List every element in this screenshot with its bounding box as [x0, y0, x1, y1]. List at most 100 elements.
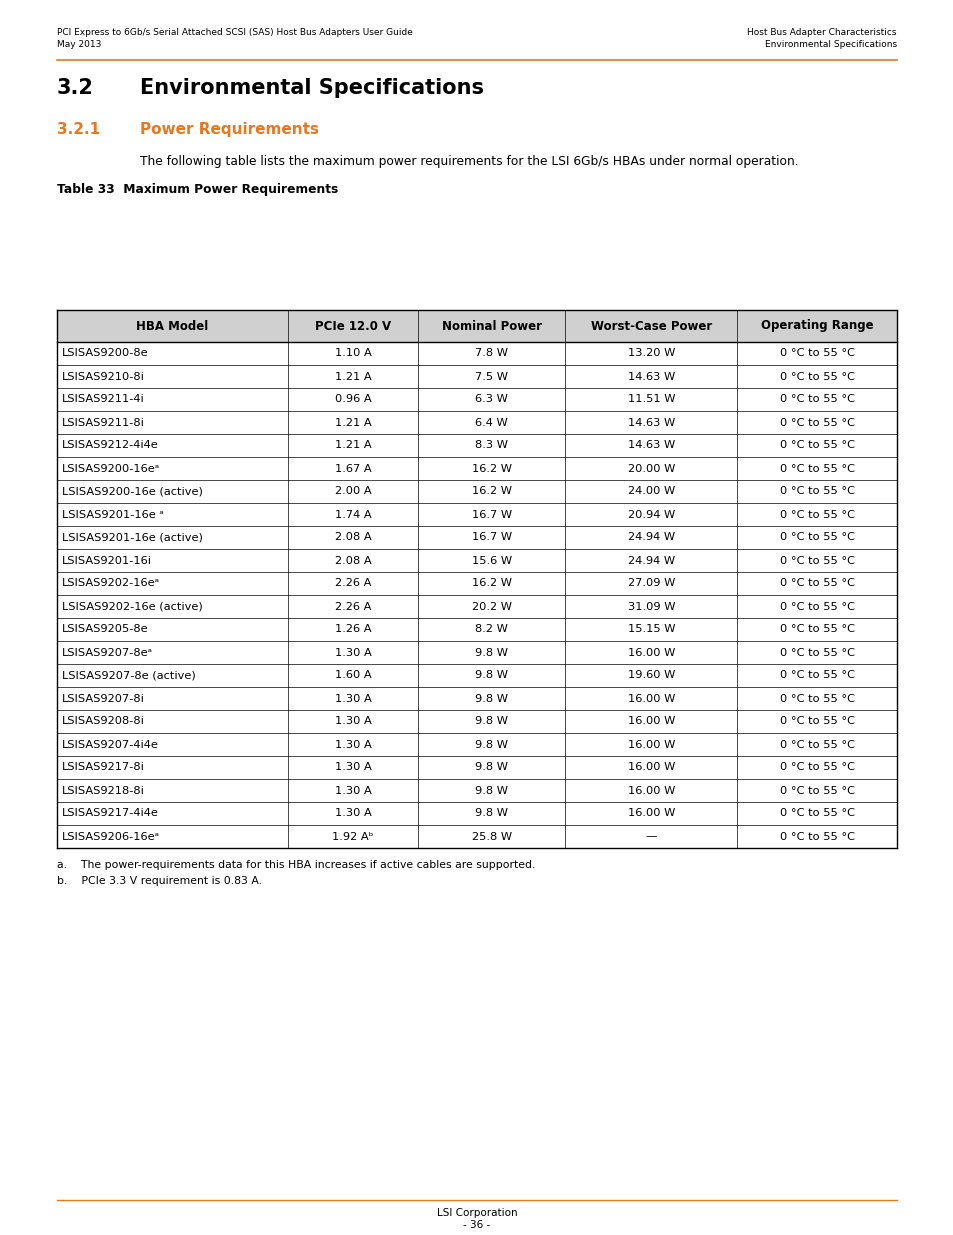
- Text: 0 °C to 55 °C: 0 °C to 55 °C: [779, 372, 854, 382]
- Text: 8.3 W: 8.3 W: [475, 441, 508, 451]
- Text: 2.26 A: 2.26 A: [335, 601, 371, 611]
- Text: 16.2 W: 16.2 W: [471, 487, 511, 496]
- Text: 2.00 A: 2.00 A: [335, 487, 371, 496]
- Text: 9.8 W: 9.8 W: [475, 785, 508, 795]
- Text: 0 °C to 55 °C: 0 °C to 55 °C: [779, 348, 854, 358]
- Text: 1.30 A: 1.30 A: [335, 694, 371, 704]
- Text: 1.60 A: 1.60 A: [335, 671, 371, 680]
- Text: 9.8 W: 9.8 W: [475, 716, 508, 726]
- Text: 0 °C to 55 °C: 0 °C to 55 °C: [779, 671, 854, 680]
- Text: 0 °C to 55 °C: 0 °C to 55 °C: [779, 487, 854, 496]
- Text: 24.00 W: 24.00 W: [627, 487, 674, 496]
- Text: LSISAS9207-8eᵃ: LSISAS9207-8eᵃ: [62, 647, 152, 657]
- Text: LSISAS9205-8e: LSISAS9205-8e: [62, 625, 149, 635]
- Text: 6.4 W: 6.4 W: [475, 417, 508, 427]
- Text: —: —: [645, 831, 657, 841]
- Text: 16.2 W: 16.2 W: [471, 578, 511, 589]
- Text: 3.2: 3.2: [57, 78, 93, 98]
- Text: LSISAS9201-16i: LSISAS9201-16i: [62, 556, 152, 566]
- Text: 16.00 W: 16.00 W: [627, 809, 675, 819]
- Text: The following table lists the maximum power requirements for the LSI 6Gb/s HBAs : The following table lists the maximum po…: [140, 156, 798, 168]
- Text: 1.67 A: 1.67 A: [335, 463, 371, 473]
- Text: 0 °C to 55 °C: 0 °C to 55 °C: [779, 578, 854, 589]
- Text: 1.30 A: 1.30 A: [335, 809, 371, 819]
- Text: 0 °C to 55 °C: 0 °C to 55 °C: [779, 762, 854, 773]
- Text: Environmental Specifications: Environmental Specifications: [764, 40, 896, 49]
- Text: 16.00 W: 16.00 W: [627, 647, 675, 657]
- Text: 15.15 W: 15.15 W: [627, 625, 675, 635]
- Text: 0 °C to 55 °C: 0 °C to 55 °C: [779, 463, 854, 473]
- Text: 7.5 W: 7.5 W: [475, 372, 508, 382]
- Text: 0 °C to 55 °C: 0 °C to 55 °C: [779, 625, 854, 635]
- Text: b.    PCIe 3.3 V requirement is 0.83 A.: b. PCIe 3.3 V requirement is 0.83 A.: [57, 876, 262, 885]
- Text: LSISAS9200-16e (active): LSISAS9200-16e (active): [62, 487, 203, 496]
- Text: 0 °C to 55 °C: 0 °C to 55 °C: [779, 601, 854, 611]
- Text: 9.8 W: 9.8 W: [475, 671, 508, 680]
- Text: 1.30 A: 1.30 A: [335, 716, 371, 726]
- Text: HBA Model: HBA Model: [136, 320, 209, 332]
- Text: LSI Corporation: LSI Corporation: [436, 1208, 517, 1218]
- Text: 20.94 W: 20.94 W: [627, 510, 674, 520]
- Text: 0 °C to 55 °C: 0 °C to 55 °C: [779, 740, 854, 750]
- Text: 31.09 W: 31.09 W: [627, 601, 675, 611]
- Text: a.    The power-requirements data for this HBA increases if active cables are su: a. The power-requirements data for this …: [57, 860, 535, 869]
- Text: 0 °C to 55 °C: 0 °C to 55 °C: [779, 647, 854, 657]
- Text: LSISAS9202-16eᵃ: LSISAS9202-16eᵃ: [62, 578, 160, 589]
- Text: 25.8 W: 25.8 W: [471, 831, 511, 841]
- Text: 1.21 A: 1.21 A: [335, 372, 371, 382]
- Text: 24.94 W: 24.94 W: [627, 532, 674, 542]
- Text: 0 °C to 55 °C: 0 °C to 55 °C: [779, 532, 854, 542]
- Text: LSISAS9211-8i: LSISAS9211-8i: [62, 417, 145, 427]
- Text: 1.30 A: 1.30 A: [335, 740, 371, 750]
- Text: 9.8 W: 9.8 W: [475, 762, 508, 773]
- Text: 0 °C to 55 °C: 0 °C to 55 °C: [779, 809, 854, 819]
- Text: LSISAS9206-16eᵃ: LSISAS9206-16eᵃ: [62, 831, 160, 841]
- Text: 1.21 A: 1.21 A: [335, 441, 371, 451]
- Text: 2.08 A: 2.08 A: [335, 556, 371, 566]
- Text: 0 °C to 55 °C: 0 °C to 55 °C: [779, 556, 854, 566]
- Text: 20.00 W: 20.00 W: [627, 463, 675, 473]
- Text: 16.7 W: 16.7 W: [471, 510, 511, 520]
- Text: 16.7 W: 16.7 W: [471, 532, 511, 542]
- Text: LSISAS9208-8i: LSISAS9208-8i: [62, 716, 145, 726]
- Text: 0 °C to 55 °C: 0 °C to 55 °C: [779, 694, 854, 704]
- Text: 8.2 W: 8.2 W: [475, 625, 508, 635]
- Text: 0 °C to 55 °C: 0 °C to 55 °C: [779, 716, 854, 726]
- Text: Operating Range: Operating Range: [760, 320, 873, 332]
- Text: LSISAS9217-4i4e: LSISAS9217-4i4e: [62, 809, 159, 819]
- Text: 16.00 W: 16.00 W: [627, 740, 675, 750]
- Text: PCI Express to 6Gb/s Serial Attached SCSI (SAS) Host Bus Adapters User Guide: PCI Express to 6Gb/s Serial Attached SCS…: [57, 28, 413, 37]
- Text: Nominal Power: Nominal Power: [441, 320, 541, 332]
- Text: 0 °C to 55 °C: 0 °C to 55 °C: [779, 394, 854, 405]
- Text: 16.00 W: 16.00 W: [627, 762, 675, 773]
- Text: 1.92 Aᵇ: 1.92 Aᵇ: [332, 831, 374, 841]
- Text: LSISAS9217-8i: LSISAS9217-8i: [62, 762, 145, 773]
- Text: - 36 -: - 36 -: [463, 1220, 490, 1230]
- Text: 0 °C to 55 °C: 0 °C to 55 °C: [779, 417, 854, 427]
- Text: LSISAS9201-16e (active): LSISAS9201-16e (active): [62, 532, 203, 542]
- Text: 1.30 A: 1.30 A: [335, 647, 371, 657]
- Text: 3.2.1: 3.2.1: [57, 122, 100, 137]
- Text: 9.8 W: 9.8 W: [475, 647, 508, 657]
- Text: 9.8 W: 9.8 W: [475, 740, 508, 750]
- Text: Power Requirements: Power Requirements: [140, 122, 318, 137]
- Text: 0 °C to 55 °C: 0 °C to 55 °C: [779, 831, 854, 841]
- Text: 15.6 W: 15.6 W: [471, 556, 511, 566]
- Text: LSISAS9207-8e (active): LSISAS9207-8e (active): [62, 671, 195, 680]
- Text: 16.2 W: 16.2 W: [471, 463, 511, 473]
- Text: LSISAS9218-8i: LSISAS9218-8i: [62, 785, 145, 795]
- Text: 20.2 W: 20.2 W: [471, 601, 511, 611]
- Text: LSISAS9212-4i4e: LSISAS9212-4i4e: [62, 441, 158, 451]
- Text: 9.8 W: 9.8 W: [475, 809, 508, 819]
- Text: 9.8 W: 9.8 W: [475, 694, 508, 704]
- Text: 13.20 W: 13.20 W: [627, 348, 675, 358]
- Text: 14.63 W: 14.63 W: [627, 417, 674, 427]
- Text: Host Bus Adapter Characteristics: Host Bus Adapter Characteristics: [747, 28, 896, 37]
- Text: LSISAS9201-16e ᵃ: LSISAS9201-16e ᵃ: [62, 510, 164, 520]
- Text: LSISAS9207-8i: LSISAS9207-8i: [62, 694, 145, 704]
- Text: LSISAS9202-16e (active): LSISAS9202-16e (active): [62, 601, 203, 611]
- Text: PCIe 12.0 V: PCIe 12.0 V: [314, 320, 391, 332]
- Text: 1.30 A: 1.30 A: [335, 785, 371, 795]
- Text: 1.26 A: 1.26 A: [335, 625, 371, 635]
- Text: 19.60 W: 19.60 W: [627, 671, 675, 680]
